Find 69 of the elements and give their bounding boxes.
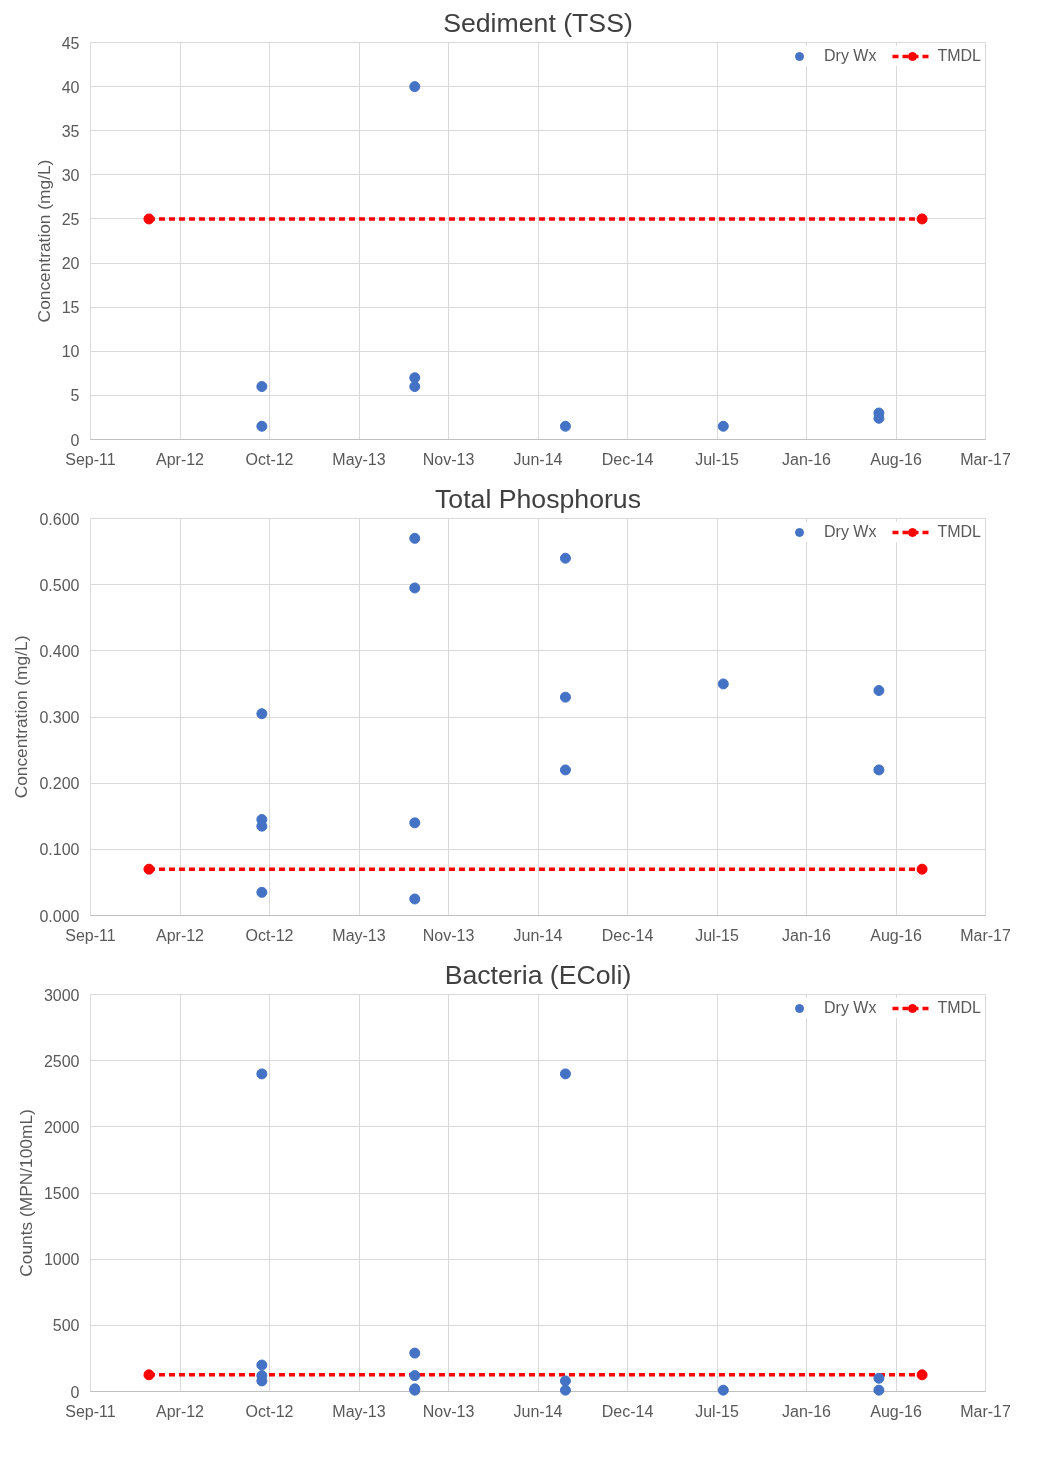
x-tick-label: Jul-15: [695, 450, 739, 468]
y-tick-label: 0.000: [39, 907, 80, 925]
x-tick-label: Apr-12: [155, 926, 205, 944]
y-tick-label: 2000: [43, 1118, 80, 1136]
x-tick-label: Jun-14: [513, 1402, 563, 1420]
y-tick-label: 20: [61, 255, 80, 273]
chart-title: Bacteria (EColi): [444, 959, 632, 990]
x-tick-label: Nov-13: [422, 450, 475, 468]
y-tick-label: 2500: [43, 1052, 80, 1070]
x-tick-label: Jul-15: [695, 926, 739, 944]
y-tick-label: 10: [61, 343, 80, 361]
x-tick-label: Jun-14: [513, 926, 563, 944]
x-tick-label: Jan-16: [782, 1402, 832, 1420]
x-tick-label: Nov-13: [422, 926, 475, 944]
x-tick-label: Mar-17: [960, 1402, 1011, 1420]
x-tick-label: Apr-12: [155, 450, 205, 468]
y-tick-label: 3000: [43, 986, 80, 1004]
y-tick-label: 1500: [43, 1185, 80, 1202]
x-tick-label: Sep-11: [65, 1402, 116, 1420]
x-tick-label: Dec-14: [601, 450, 654, 468]
y-tick-label: 500: [52, 1317, 80, 1335]
x-tick-label: Jan-16: [782, 926, 832, 944]
x-tick-label: Mar-17: [960, 926, 1011, 944]
y-tick-label: 40: [61, 78, 80, 96]
y-axis-title: Counts (MPN/100mL): [15, 1109, 36, 1277]
y-tick-label: 45: [61, 34, 80, 52]
y-tick-label: 0.600: [39, 510, 80, 528]
x-tick-label: Sep-11: [65, 926, 116, 944]
x-tick-label: Dec-14: [601, 1402, 654, 1420]
y-tick-label: 0: [70, 1383, 80, 1401]
x-tick-label: May-13: [332, 1402, 386, 1420]
x-tick-label: Aug-16: [870, 1402, 922, 1420]
y-axis-title: Concentration (mg/L): [11, 635, 32, 799]
legend-label: TMDL: [937, 523, 981, 541]
x-tick-label: May-13: [332, 450, 386, 468]
y-tick-label: 0.100: [39, 841, 80, 859]
legend-label: Dry Wx: [824, 47, 877, 65]
x-tick-label: Jul-15: [695, 1402, 739, 1420]
x-tick-label: Nov-13: [422, 1402, 475, 1420]
y-tick-label: 5: [70, 387, 80, 405]
chart-title: Total Phosphorus: [435, 483, 641, 514]
y-tick-label: 35: [61, 122, 80, 140]
y-tick-label: 0.300: [39, 709, 80, 726]
y-tick-label: 0.400: [39, 642, 80, 660]
y-tick-label: 0.500: [39, 576, 80, 594]
legend-label: Dry Wx: [824, 999, 877, 1017]
x-tick-label: May-13: [332, 926, 386, 944]
chart-title: Sediment (TSS): [443, 7, 633, 38]
y-axis-title: Concentration (mg/L): [33, 159, 54, 323]
x-tick-label: Aug-16: [870, 926, 922, 944]
legend-label: TMDL: [937, 999, 981, 1017]
y-tick-label: 25: [61, 210, 80, 228]
x-tick-label: Oct-12: [245, 926, 294, 944]
x-tick-label: Sep-11: [65, 450, 116, 468]
legend-label: Dry Wx: [824, 523, 877, 541]
y-tick-label: 0.200: [39, 775, 80, 793]
x-tick-label: Oct-12: [245, 450, 294, 468]
x-tick-label: Apr-12: [155, 1402, 205, 1420]
y-tick-label: 30: [61, 166, 80, 184]
y-tick-label: 15: [61, 299, 80, 317]
x-tick-label: Jun-14: [513, 450, 563, 468]
x-tick-label: Jan-16: [782, 450, 832, 468]
y-tick-label: 0: [70, 431, 80, 449]
x-tick-label: Mar-17: [960, 450, 1011, 468]
y-tick-label: 1000: [43, 1251, 80, 1269]
x-tick-label: Aug-16: [870, 450, 922, 468]
legend-label: TMDL: [937, 47, 981, 65]
x-tick-label: Oct-12: [245, 1402, 294, 1420]
x-tick-label: Dec-14: [601, 926, 654, 944]
